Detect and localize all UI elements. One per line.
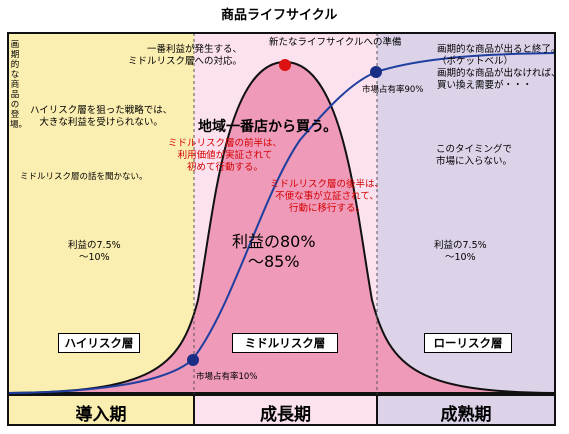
mature-profit-label: 利益の7.5% 〜10%	[434, 240, 487, 263]
new-cycle-note: 新たなライフサイクルへの準備	[269, 37, 402, 48]
market-share-10-dot	[187, 354, 199, 366]
market-share-curve	[7, 52, 556, 394]
phase-bar-mature-bg	[376, 394, 556, 426]
low-risk-layer-box: ローリスク層	[424, 333, 512, 353]
market-share-90-dot	[370, 66, 382, 78]
phase-mature-label: 成熟期	[440, 405, 492, 425]
intro-side-note: 画期的な商品の登場。	[10, 40, 28, 130]
intro-profit-label: 利益の7.5% 〜10%	[68, 240, 121, 263]
mature-note: 画期的な商品が出ると終了。 （ポケットベル） 画期的な商品が出なければ、 買い換…	[437, 44, 561, 91]
phase-intro-label: 導入期	[75, 405, 127, 425]
middle-profit-label: 利益の80% 〜85%	[232, 232, 316, 271]
market-share-90-label: 市場占有率90%	[362, 85, 424, 95]
timing-note: このタイミングで 市場に入らない。	[436, 144, 513, 167]
early-middle-note: ミドルリスク層の前半は、 利用価値が実証されて 初めて行動する。	[168, 138, 283, 173]
high-risk-strategy-note: ハイリスク層を狙った戦略では、 大きな利益を受けられない。	[30, 105, 173, 128]
middle-risk-layer-box: ミドルリスク層	[232, 333, 338, 353]
phase-bar-growth-bg	[193, 394, 378, 426]
market-share-10-label: 市場占有率10%	[196, 372, 258, 382]
local-store-note: 地域一番店から買う。	[198, 119, 338, 135]
high-risk-layer-box: ハイリスク層	[58, 333, 140, 353]
peak-note: 一番利益が発生する、 ミドルリスク層への対応。	[128, 44, 243, 67]
phase-growth-label: 成長期	[260, 405, 311, 425]
no-listen-note: ミドルリスク層の話を聞かない。	[20, 172, 148, 182]
late-middle-note: ミドルリスク層の後半は、 不便な事が立証されて、 行動に移行する。	[270, 179, 385, 214]
profit-peak-dot	[279, 59, 291, 71]
diagram-title: 商品ライフサイクル	[221, 8, 338, 23]
